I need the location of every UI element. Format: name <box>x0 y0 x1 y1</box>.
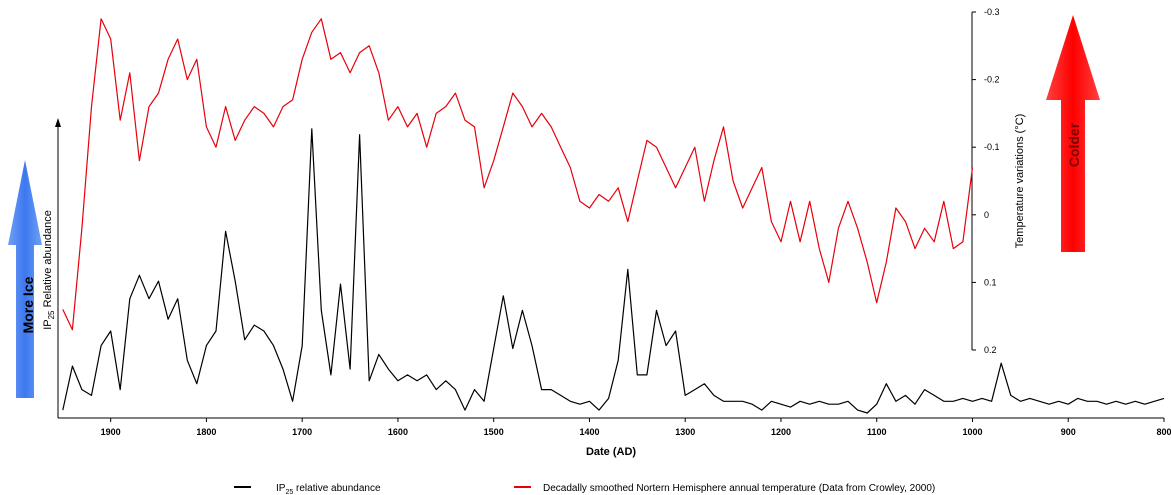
legend-label: IP25 relative abundance <box>276 483 381 495</box>
label-part: IP <box>42 319 54 329</box>
x-tick-label: 1000 <box>962 427 982 437</box>
annotation: Colder <box>1066 122 1082 167</box>
x-tick-label: 1300 <box>675 427 695 437</box>
annotation: More Ice <box>20 276 36 333</box>
x-tick-label: 1100 <box>867 427 887 437</box>
x-tick-label: 1700 <box>292 427 312 437</box>
x-axis-label: Date (AD) <box>586 446 636 458</box>
legend-part: 25 <box>285 489 293 495</box>
x-tick-label: 1400 <box>579 427 599 437</box>
x-tick-label: 1600 <box>388 427 408 437</box>
y2-axis-label: Temperature variations (°C) <box>1014 114 1026 249</box>
label-part: Relative abundance <box>42 210 54 310</box>
x-tick-label: 1200 <box>771 427 791 437</box>
legend-part: relative abundance <box>293 483 381 494</box>
y-axis-label: IP25 Relative abundance <box>42 210 56 330</box>
x-tick-label: 1500 <box>484 427 504 437</box>
series-line <box>62 18 974 331</box>
x-tick-label: 800 <box>1156 427 1171 437</box>
legend-label: Decadally smoothed Nortern Hemisphere an… <box>543 483 935 494</box>
y2-tick-label: -0.1 <box>984 142 1000 152</box>
colder-arrow <box>1046 15 1100 252</box>
x-tick-label: 1800 <box>196 427 216 437</box>
legend: IP25 relative abundance Decadally smooth… <box>234 483 935 495</box>
label-part: 25 <box>47 310 56 319</box>
x-tick-label: 1900 <box>101 427 121 437</box>
y2-tick-label: 0.1 <box>984 277 997 287</box>
y2-tick-label: 0.2 <box>984 345 997 355</box>
series-line <box>62 128 1165 414</box>
y2-tick-label: -0.2 <box>984 75 1000 85</box>
x-tick-label: 900 <box>1061 427 1076 437</box>
y2-tick-label: -0.3 <box>984 7 1000 17</box>
legend-part: IP <box>276 483 286 494</box>
y-axis-arrow <box>55 118 61 127</box>
y2-tick-label: 0 <box>984 210 989 220</box>
more-ice-arrow <box>8 160 42 398</box>
